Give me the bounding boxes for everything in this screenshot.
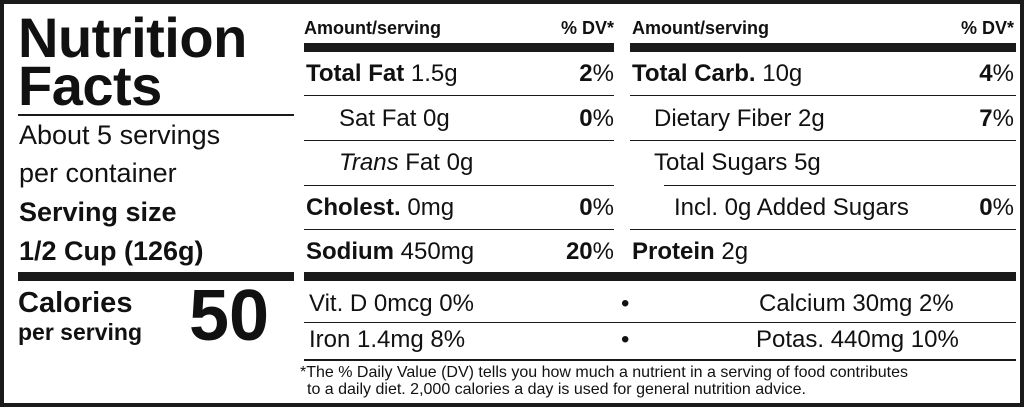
- potassium: Potas. 440mg 10%: [756, 326, 959, 353]
- footnote-line2: to a daily diet. 2,000 calories a day is…: [307, 381, 806, 398]
- left-row-sat-fat: Sat Fat 0g: [339, 105, 450, 132]
- right-header-dv: % DV*: [960, 18, 1014, 38]
- left-header-dv: % DV*: [560, 18, 614, 38]
- calcium: Calcium 30mg 2%: [759, 290, 954, 317]
- right-row-dietary-fiber: Dietary Fiber 2g: [654, 105, 825, 132]
- serving-rule: [18, 272, 294, 281]
- right-row-added-sugars-dv: 0%: [979, 194, 1014, 221]
- calories-sub: per serving: [18, 319, 142, 345]
- vitamin-bullet-1: •: [621, 290, 630, 317]
- left-row-sat-fat-dv: 0%: [579, 105, 614, 132]
- row-divider: [304, 95, 614, 96]
- iron: Iron 1.4mg 8%: [309, 326, 466, 353]
- vitamins-divider: [304, 322, 1016, 323]
- left-row-total-fat: Total Fat 1.5g: [306, 60, 458, 87]
- row-divider: [630, 140, 1016, 141]
- calories-label: Calories: [18, 287, 133, 319]
- serving-size-value: 1/2 Cup (126g): [19, 236, 204, 266]
- row-divider: [304, 185, 614, 186]
- serving-size-label: Serving size: [19, 197, 177, 227]
- right-row-total-carb-dv: 4%: [979, 60, 1014, 87]
- left-row-trans-fat: Trans Fat 0g: [339, 149, 474, 176]
- title-rule: [18, 114, 294, 116]
- right-row-protein: Protein 2g: [632, 238, 749, 265]
- row-divider: [304, 140, 614, 141]
- vitamins-top-rule: [304, 272, 1016, 281]
- left-row-total-fat-dv: 2%: [579, 60, 614, 87]
- servings-line1: About 5 servings: [19, 120, 221, 150]
- vitamin-bullet-2: •: [621, 326, 630, 353]
- servings-line2: per container: [19, 158, 177, 188]
- left-header-rule: [304, 43, 614, 52]
- vitamin-d: Vit. D 0mcg 0%: [309, 290, 474, 317]
- row-divider: [630, 95, 1016, 96]
- right-header-amount: Amount/serving: [632, 18, 770, 38]
- calories-value: 50: [189, 276, 270, 356]
- left-row-sodium-dv: 20%: [565, 238, 614, 265]
- row-divider: [664, 185, 1016, 186]
- right-header-rule: [630, 43, 1016, 52]
- left-header-amount: Amount/serving: [304, 18, 442, 38]
- right-row-total-sugars: Total Sugars 5g: [654, 149, 821, 176]
- left-row-cholesterol-dv: 0%: [579, 194, 614, 221]
- left-row-sodium: Sodium 450mg: [306, 238, 475, 265]
- right-row-total-carb: Total Carb. 10g: [632, 60, 803, 87]
- title-line1: Nutrition: [18, 6, 247, 69]
- footnote-rule: [304, 359, 1016, 361]
- row-divider: [304, 229, 614, 230]
- row-divider: [630, 229, 1016, 230]
- right-row-dietary-fiber-dv: 7%: [979, 105, 1014, 132]
- left-row-cholesterol: Cholest. 0mg: [306, 194, 455, 221]
- right-row-added-sugars: Incl. 0g Added Sugars: [674, 194, 909, 221]
- footnote-line1: *The % Daily Value (DV) tells you how mu…: [300, 364, 908, 381]
- title-line2: Facts: [18, 54, 162, 117]
